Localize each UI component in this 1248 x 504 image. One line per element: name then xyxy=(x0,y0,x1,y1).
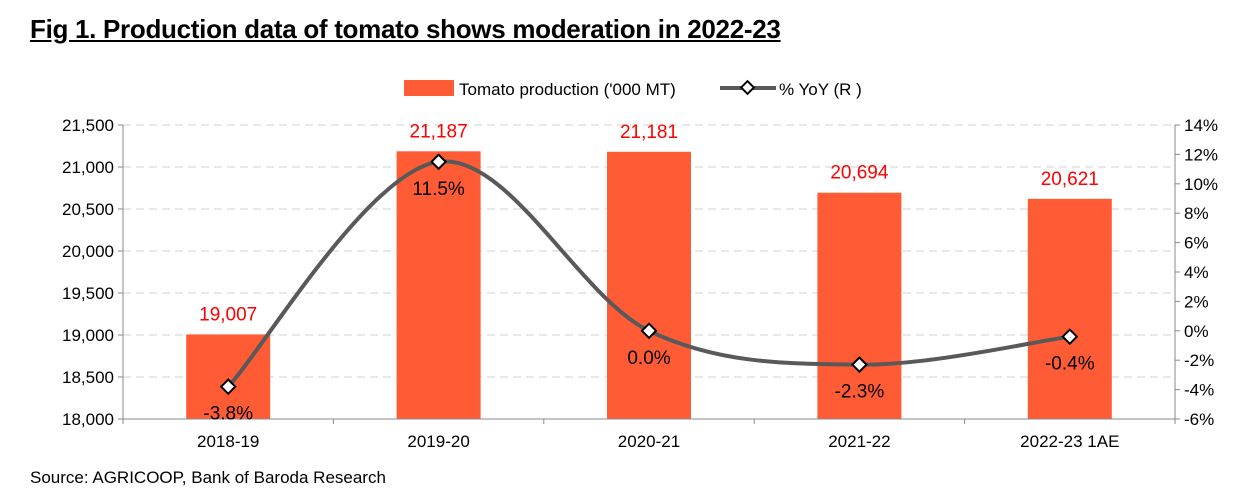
y-left-tick-label: 19,500 xyxy=(62,284,114,303)
bar-data-label: 20,621 xyxy=(1041,169,1099,190)
x-tick-label: 2021-22 xyxy=(828,432,890,451)
y-left-tick-label: 20,500 xyxy=(62,200,114,219)
legend-diamond-icon xyxy=(739,79,756,96)
x-tick-label: 2020-21 xyxy=(618,432,680,451)
x-tick-label: 2019-20 xyxy=(407,432,469,451)
bar-data-label: 19,007 xyxy=(199,304,257,325)
y-left-tick-label: 21,500 xyxy=(62,116,114,135)
y-right-tick-label: 14% xyxy=(1184,116,1218,135)
y-right-tick-label: 0% xyxy=(1184,322,1209,341)
bar-data-label: 20,694 xyxy=(830,163,889,184)
source-note: Source: AGRICOOP, Bank of Baroda Researc… xyxy=(30,468,386,487)
chart-title: Fig 1. Production data of tomato shows m… xyxy=(30,14,781,44)
y-right-tick-label: 12% xyxy=(1184,145,1218,164)
yoy-data-label: 0.0% xyxy=(627,348,670,369)
bar xyxy=(817,192,902,419)
yoy-line xyxy=(226,159,1071,389)
y-right-tick-label: 2% xyxy=(1184,292,1209,311)
bar-data-label: 21,187 xyxy=(410,121,468,142)
y-right-tick-label: 8% xyxy=(1184,204,1209,223)
bar xyxy=(396,151,481,420)
y-left-tick-label: 18,500 xyxy=(62,368,114,387)
yoy-marker xyxy=(1061,328,1079,346)
y-right-tick-label: 6% xyxy=(1184,234,1209,253)
yoy-data-label: -2.3% xyxy=(835,382,885,403)
yoy-data-label: -0.4% xyxy=(1045,354,1095,375)
yoy-marker xyxy=(430,153,448,171)
bar xyxy=(1027,198,1112,419)
y-right-tick-label: 4% xyxy=(1184,263,1209,282)
x-tick-label: 2018-19 xyxy=(197,432,259,451)
yoy-data-label: 11.5% xyxy=(412,179,465,200)
legend-line-label: % YoY (R ) xyxy=(779,80,862,99)
y-right-tick-label: -4% xyxy=(1184,381,1214,400)
y-left-tick-label: 20,000 xyxy=(62,242,114,261)
y-left-tick-label: 19,000 xyxy=(62,326,114,345)
y-right-tick-label: 10% xyxy=(1184,175,1218,194)
bar xyxy=(607,151,691,419)
x-tick-label: 2022-23 1AE xyxy=(1020,432,1119,451)
legend-bar-swatch xyxy=(404,80,454,96)
bar-data-label: 21,181 xyxy=(620,122,678,143)
y-right-tick-label: -6% xyxy=(1184,410,1214,429)
yoy-marker xyxy=(850,356,868,374)
y-left-tick-label: 21,000 xyxy=(62,158,114,177)
legend-bar-label: Tomato production ('000 MT) xyxy=(459,80,676,99)
yoy-marker xyxy=(640,322,658,340)
y-left-tick-label: 18,000 xyxy=(62,410,114,429)
y-right-tick-label: -2% xyxy=(1184,351,1214,370)
yoy-marker xyxy=(219,378,237,396)
yoy-data-label: -3.8% xyxy=(203,404,253,425)
